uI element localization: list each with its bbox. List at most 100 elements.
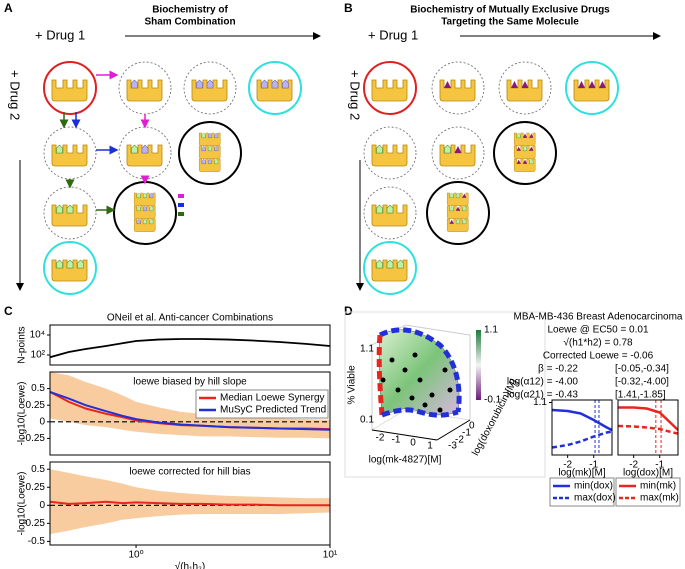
panel-label: C [4,304,13,318]
protein [446,205,469,219]
legend-label: min(mk) [640,481,676,492]
molecule [133,218,156,232]
molecule [371,204,408,227]
drug2 [516,132,521,138]
legend-swatch [178,194,184,198]
colorbar [476,330,481,400]
line [552,408,612,432]
panel-label: D [344,304,353,318]
y-tick-label: 0.5 [31,464,45,475]
y-tick-label: 10⁴ [30,330,45,341]
protein [51,79,88,102]
colorbar-tick-label: 1.1 [484,325,498,336]
state-circle [363,61,417,115]
molecule [133,192,156,206]
protein [439,79,476,102]
protein [371,79,408,102]
molecule [126,144,163,167]
state-circle [493,121,557,185]
info-line: Loewe @ EC50 = 0.01 [547,325,648,336]
x-tick-label: -1 [392,435,401,446]
drug1 [271,79,279,89]
y-label: N-points [17,326,28,363]
state-circle [363,126,417,180]
molecule [51,259,88,282]
drug1 [521,81,529,88]
axes-frame [617,399,679,456]
y-tick-label: 0 [39,500,45,511]
drug2 [376,204,383,214]
line [50,338,330,359]
y-tick-label: -3 [448,441,457,452]
y-tick-label: 0.5 [31,383,45,394]
legend-box [195,389,329,419]
drug1 [206,79,214,89]
x-tick-label: -1 [655,460,664,471]
drug1 [196,79,203,89]
panel-title: Targeting the Same Molecule [441,17,579,28]
axes-frame [49,371,331,456]
drug1 [444,81,451,88]
y-tick-label: 0.25 [26,400,46,411]
info-line: Corrected Loewe = -0.06 [543,351,654,362]
drug2 [376,259,383,269]
molecule [371,79,408,102]
x-label: log(dox)[M] [623,468,673,479]
legend-label: MuSyC Predicted Trend [220,405,326,416]
band [50,469,330,535]
molecule [51,204,88,227]
drug2 [66,259,74,269]
drug1 [201,158,206,164]
info-line: √(h1*h2) = 0.78 [563,337,633,349]
drug2 [149,218,154,224]
state-circle [431,61,485,115]
molecule [198,158,221,172]
axis [371,429,438,441]
drug2 [462,205,467,211]
state-circle [431,126,485,180]
drug2 [386,259,394,269]
molecule [198,132,221,146]
drug1 [214,132,219,138]
drug2 [56,144,63,154]
molecule [439,144,476,167]
drug1 [516,146,521,151]
molecule [371,144,408,167]
y-tick-label: 1.1 [533,397,547,408]
param-interval: [-0.32,-4.00] [615,377,669,388]
state-circle [426,181,490,245]
z-tick-label: 1.1 [360,344,374,355]
state-circle [43,61,97,115]
drug2 [143,218,147,224]
y-tick-label: -1 [462,428,471,439]
y-tick-label: -0.25 [22,518,45,529]
x-tick-label: -2 [563,460,572,471]
molecule [573,79,610,102]
protein [513,132,536,146]
drug-label: + Drug 2 [8,70,23,120]
molecule [513,145,536,159]
molecule [198,145,221,159]
drug1 [599,81,606,88]
x-label: log(mk-4827)[M] [369,455,442,466]
drug-label: + Drug 1 [368,27,418,42]
colorbar-tick-label: -0.1 [484,395,502,406]
drug2 [149,205,154,211]
plot-area [552,400,612,455]
drug1 [529,146,534,151]
y-tick-label: -0.5 [28,536,46,547]
subplot-title: loewe biased by hill slope [133,377,247,388]
y-label: -log10(Loewe) [17,472,28,536]
surface-plot [371,324,481,441]
drug1 [149,192,154,198]
drug1 [141,144,149,154]
drug1 [516,159,521,164]
molecule [133,205,156,219]
drug1 [522,133,528,138]
panel-title: Biochemistry of Mutually Exclusive Drugs [410,5,610,16]
z-tick-label: 0.1 [360,415,374,426]
line [50,390,330,431]
drug2 [66,204,74,214]
molecule [51,79,88,102]
drug2 [56,259,63,269]
